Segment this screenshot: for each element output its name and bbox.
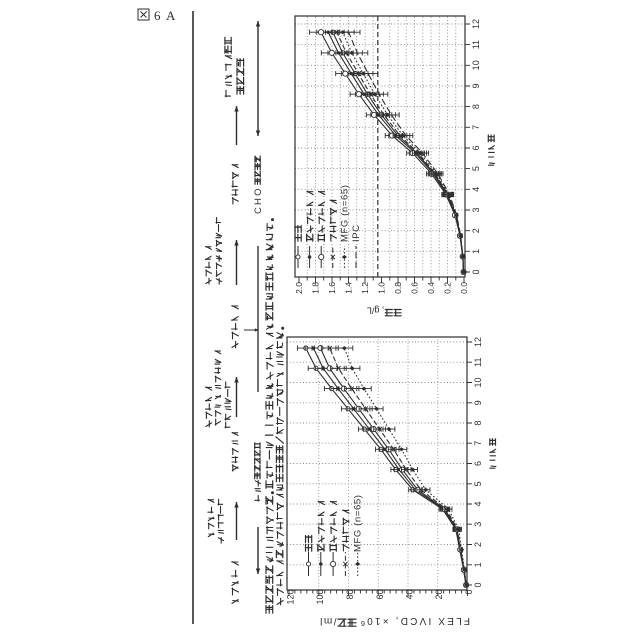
svg-text:1: 1 [471, 249, 481, 254]
svg-text:IPC: IPC [351, 224, 362, 242]
svg-text:MFG (n=65): MFG (n=65) [339, 185, 350, 242]
svg-text:1.4: 1.4 [344, 282, 354, 294]
svg-text:1.0: 1.0 [377, 282, 387, 294]
svg-text:1.6: 1.6 [327, 282, 337, 294]
svg-text:120: 120 [286, 590, 296, 605]
svg-text:3: 3 [473, 522, 483, 527]
svg-text:6: 6 [471, 145, 481, 150]
svg-text:0: 0 [471, 269, 481, 274]
svg-text:80: 80 [345, 590, 355, 600]
svg-text:FLEX IVCD, ×106: FLEX IVCD, ×106 [359, 615, 470, 628]
svg-text:0: 0 [473, 582, 483, 587]
svg-text:100: 100 [315, 590, 325, 605]
svg-text:2: 2 [473, 542, 483, 547]
svg-text:, g/L: , g/L [367, 306, 385, 316]
svg-text:1: 1 [473, 562, 483, 567]
svg-text:1.2: 1.2 [360, 282, 370, 294]
svg-text:0.0: 0.0 [459, 282, 469, 294]
svg-text:5: 5 [473, 481, 483, 486]
svg-text:10: 10 [471, 60, 481, 70]
svg-text:0.2: 0.2 [443, 282, 453, 294]
svg-text:0.4: 0.4 [426, 282, 436, 294]
svg-text:11: 11 [471, 40, 481, 49]
svg-text:6: 6 [473, 461, 483, 466]
svg-text:CHO: CHO [253, 186, 264, 214]
svg-text:6 A: 6 A [154, 8, 177, 23]
svg-text:4: 4 [471, 187, 481, 192]
svg-text:2.0: 2.0 [294, 282, 304, 294]
svg-text:9: 9 [473, 400, 483, 405]
svg-text:1.8: 1.8 [311, 282, 321, 294]
svg-text:5: 5 [471, 166, 481, 171]
svg-text:10: 10 [473, 377, 483, 387]
svg-text:7: 7 [471, 125, 481, 130]
svg-text:7: 7 [473, 441, 483, 446]
svg-text:0.6: 0.6 [410, 282, 420, 294]
svg-text:8: 8 [471, 104, 481, 109]
svg-text:3: 3 [471, 207, 481, 212]
svg-text:20: 20 [434, 590, 444, 600]
svg-text:0.8: 0.8 [393, 282, 403, 294]
svg-text:9: 9 [471, 83, 481, 88]
svg-text:0: 0 [464, 590, 474, 595]
svg-text:/ml: /ml [319, 615, 337, 626]
svg-text:MFG (n=65): MFG (n=65) [353, 495, 364, 552]
svg-text:12: 12 [471, 19, 481, 29]
svg-text:4: 4 [473, 501, 483, 506]
svg-text:12: 12 [473, 337, 483, 347]
svg-text:11: 11 [473, 358, 483, 367]
svg-text:2: 2 [471, 228, 481, 233]
svg-text:8: 8 [473, 420, 483, 425]
svg-text:60: 60 [375, 590, 385, 600]
svg-text:40: 40 [405, 590, 415, 600]
